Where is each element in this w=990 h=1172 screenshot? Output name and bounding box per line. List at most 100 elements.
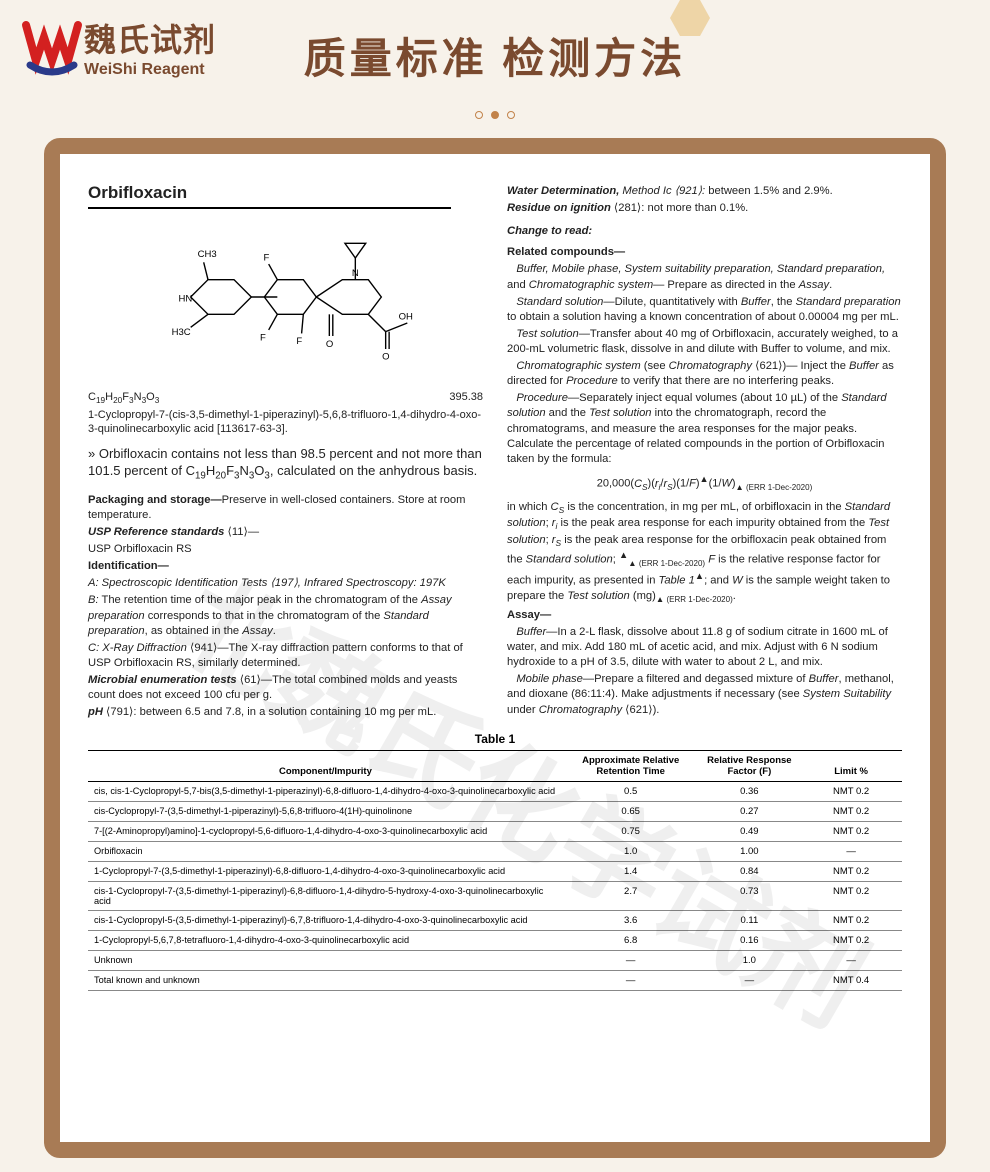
table-row: 1-Cyclopropyl-5,6,7,8-tetrafluoro-1,4-di… <box>88 931 902 951</box>
rc-p6: in which CS is the concentration, in mg … <box>507 500 902 606</box>
cell-limit: NMT 0.2 <box>800 882 902 911</box>
water-text: between 1.5% and 2.9%. <box>705 185 833 197</box>
cell-rrt: 6.8 <box>563 931 699 951</box>
label-o2: O <box>382 351 389 362</box>
cell-component: 1-Cyclopropyl-7-(3,5-dimethyl-1-piperazi… <box>88 862 563 882</box>
cell-rrf: — <box>698 971 800 991</box>
assay-buffer: Buffer—In a 2-L flask, dissolve about 11… <box>507 625 902 670</box>
rc-p5: Procedure—Separately inject equal volume… <box>507 391 902 467</box>
related-compounds-head: Related compounds— <box>507 245 902 260</box>
cell-rrf: 1.0 <box>698 951 800 971</box>
packaging-para: Packaging and storage—Preserve in well-c… <box>88 493 483 523</box>
monograph-title: Orbifloxacin <box>88 182 451 209</box>
water-method: Method Ic ⟨921⟩: <box>619 185 705 197</box>
change-to-read: Change to read: <box>507 224 902 239</box>
page-title: 质量标准 检测方法 <box>304 25 687 86</box>
table-row: cis-1-Cyclopropyl-5-(3,5-dimethyl-1-pipe… <box>88 911 902 931</box>
cell-rrt: 3.6 <box>563 911 699 931</box>
assay-mp: Mobile phase—Prepare a filtered and dega… <box>507 672 902 717</box>
id-a: A: Spectroscopic Identification Tests ⟨1… <box>88 576 483 591</box>
label-f2: F <box>260 332 266 343</box>
cell-limit: NMT 0.2 <box>800 822 902 842</box>
table-caption: Table 1 <box>88 732 902 746</box>
assay-formula: 20,000(CS)(ri/rS)(1/F)▲(1/W)▲ (ERR 1-Dec… <box>507 473 902 494</box>
cell-limit: NMT 0.2 <box>800 862 902 882</box>
cell-rrf: 0.16 <box>698 931 800 951</box>
cell-limit: — <box>800 842 902 862</box>
cell-component: cis, cis-1-Cyclopropyl-5,7-bis(3,5-dimet… <box>88 782 563 802</box>
ph-cross: ⟨791⟩: <box>106 706 137 718</box>
assay-mp-head: Mobile phase— <box>516 673 594 685</box>
roi-para: Residue on ignition ⟨281⟩: not more than… <box>507 201 902 216</box>
chemical-name: 1-Cyclopropyl-7-(cis-3,5-dimethyl-1-pipe… <box>88 408 483 437</box>
label-f1: F <box>263 253 269 264</box>
cell-rrt: 1.0 <box>563 842 699 862</box>
molecular-weight: 395.38 <box>449 390 483 406</box>
cell-rrf: 0.73 <box>698 882 800 911</box>
rc-p5-head: Procedure— <box>516 392 579 404</box>
label-n: N <box>351 268 358 279</box>
id-b: B: The retention time of the major peak … <box>88 593 483 638</box>
cell-component: cis-Cyclopropyl-7-(3,5-dimethyl-1-pipera… <box>88 802 563 822</box>
ph-para: pH ⟨791⟩: between 6.5 and 7.8, in a solu… <box>88 705 483 720</box>
roi-text: not more than 0.1%. <box>644 202 748 214</box>
microbial-para: Microbial enumeration tests ⟨61⟩—The tot… <box>88 673 483 703</box>
assay-buffer-text: In a 2-L flask, dissolve about 11.8 g of… <box>507 626 888 668</box>
table-row: cis, cis-1-Cyclopropyl-5,7-bis(3,5-dimet… <box>88 782 902 802</box>
assay-head: Assay— <box>507 608 902 623</box>
rc-p3-head: Test solution— <box>516 328 590 340</box>
impurity-table: Table 1 Component/Impurity Approximate R… <box>88 732 902 991</box>
water-head: Water Determination, <box>507 185 619 197</box>
brand-logo: 魏氏试剂 WeiShi Reagent <box>20 15 216 79</box>
cell-rrt: 2.7 <box>563 882 699 911</box>
cell-limit: NMT 0.2 <box>800 911 902 931</box>
cell-limit: NMT 0.4 <box>800 971 902 991</box>
cell-rrt: 0.65 <box>563 802 699 822</box>
cell-component: cis-1-Cyclopropyl-5-(3,5-dimethyl-1-pipe… <box>88 911 563 931</box>
cell-rrt: 1.4 <box>563 862 699 882</box>
cell-rrf: 0.27 <box>698 802 800 822</box>
cell-rrf: 0.36 <box>698 782 800 802</box>
table-row: Unknown — 1.0 — <box>88 951 902 971</box>
cell-component: 7-[(2-Aminopropyl)amino]-1-cyclopropyl-5… <box>88 822 563 842</box>
brand-name-en: WeiShi Reagent <box>84 61 216 79</box>
rc-p4: Chromatographic system (see Chromatograp… <box>507 359 902 389</box>
microbial-head: Microbial enumeration tests <box>88 674 237 686</box>
two-column-body: Orbifloxacin <box>88 182 902 722</box>
table-header-row: Component/Impurity Approximate Relative … <box>88 751 902 782</box>
molecular-formula: C19H20F3N3O3 <box>88 390 159 406</box>
monograph-description: » Orbifloxacin contains not less than 98… <box>88 445 483 483</box>
chemical-structure: CH3 HN H3C F F F N O O OH <box>156 219 416 384</box>
assay-buffer-head: Buffer— <box>516 626 557 638</box>
cell-rrt: — <box>563 971 699 991</box>
logo-icon <box>20 15 84 79</box>
packaging-head: Packaging and storage— <box>88 494 222 506</box>
brand-name-cn: 魏氏试剂 <box>84 15 216 61</box>
th-component: Component/Impurity <box>88 751 563 782</box>
th-rrt: Approximate Relative Retention Time <box>563 751 699 782</box>
th-limit: Limit % <box>800 751 902 782</box>
usp-ref-cross: ⟨11⟩— <box>227 526 259 538</box>
document-frame: 北魏氏化学试剂 Orbifloxacin <box>44 138 946 1158</box>
cell-component: Total known and unknown <box>88 971 563 991</box>
water-para: Water Determination, Method Ic ⟨921⟩: be… <box>507 184 902 199</box>
rc-p2: Standard solution—Dilute, quantitatively… <box>507 295 902 325</box>
cell-rrt: — <box>563 951 699 971</box>
cell-rrf: 0.84 <box>698 862 800 882</box>
right-column: Water Determination, Method Ic ⟨921⟩: be… <box>507 182 902 722</box>
usp-ref-body: USP Orbifloxacin RS <box>88 542 483 557</box>
identification-head: Identification— <box>88 559 483 574</box>
ph-text: between 6.5 and 7.8, in a solution conta… <box>137 706 437 718</box>
table-row: cis-1-Cyclopropyl-7-(3,5-dimethyl-1-pipe… <box>88 882 902 911</box>
label-ch3: CH3 <box>197 249 216 260</box>
usp-ref-head: USP Reference standards <box>88 526 224 538</box>
roi-cross: ⟨281⟩: <box>611 202 645 214</box>
cell-rrt: 0.5 <box>563 782 699 802</box>
cell-component: 1-Cyclopropyl-5,6,7,8-tetrafluoro-1,4-di… <box>88 931 563 951</box>
label-o1: O <box>325 339 332 350</box>
cell-rrf: 0.49 <box>698 822 800 842</box>
cell-limit: NMT 0.2 <box>800 782 902 802</box>
rc-p3: Test solution—Transfer about 40 mg of Or… <box>507 327 902 357</box>
table-row: cis-Cyclopropyl-7-(3,5-dimethyl-1-pipera… <box>88 802 902 822</box>
id-c: C: X-Ray Diffraction ⟨941⟩—The X-ray dif… <box>88 641 483 671</box>
